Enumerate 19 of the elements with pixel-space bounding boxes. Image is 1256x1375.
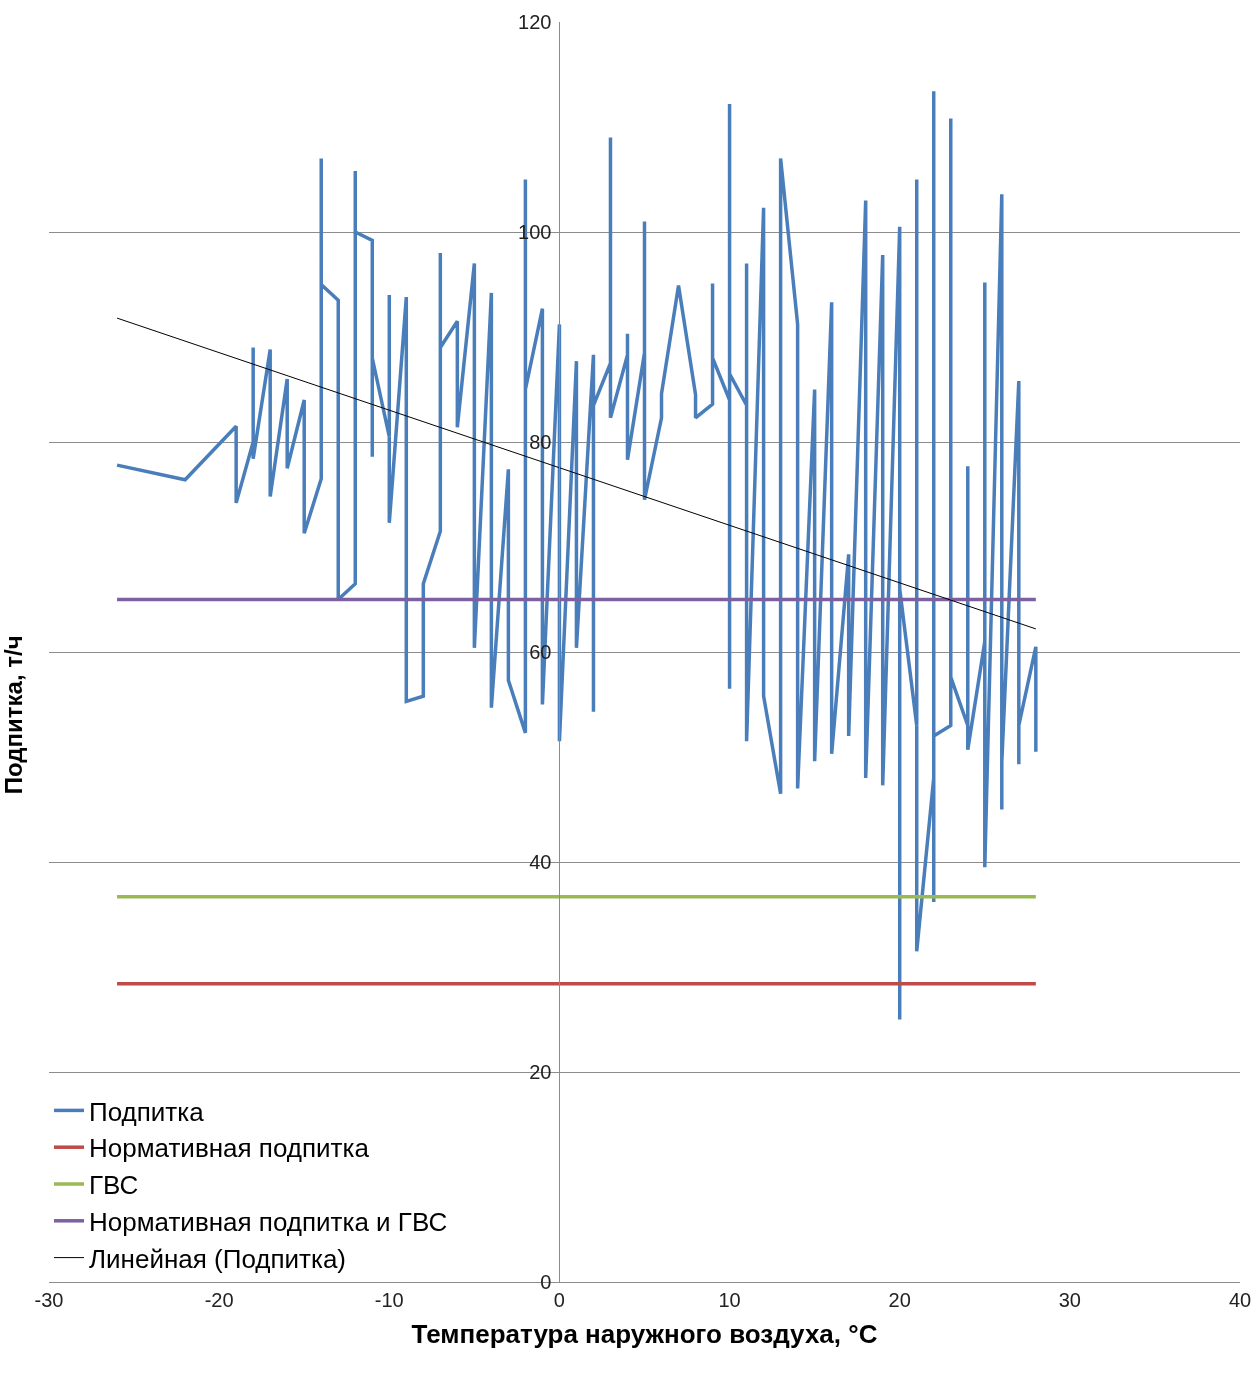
- y-axis-title: Подпитка, т/ч: [0, 635, 28, 795]
- x-tick-label: -30: [34, 1289, 64, 1311]
- line-series: [115, 89, 1038, 1022]
- legend-label: ГВС: [89, 1170, 139, 1201]
- legend-label: Подпитка: [89, 1096, 205, 1127]
- x-tick-label: 10: [718, 1289, 741, 1311]
- x-tick-label: -10: [374, 1289, 404, 1311]
- legend-label: Линейная (Подпитка): [89, 1243, 347, 1274]
- x-tick-label: 20: [888, 1289, 911, 1311]
- x-tick-label: -20: [204, 1289, 234, 1311]
- x-tick-label: 40: [1228, 1289, 1252, 1311]
- y-tick-label: 20: [529, 1061, 552, 1083]
- x-axis-title: Температура наружного воздуха, °С: [411, 1318, 878, 1349]
- legend-label: Нормативная подпитка и ГВС: [89, 1206, 448, 1237]
- x-tick-label: 30: [1058, 1289, 1081, 1311]
- legend-label: Нормативная подпитка: [89, 1133, 370, 1164]
- y-tick-label: 120: [518, 11, 552, 33]
- y-tick-label: 40: [529, 851, 552, 873]
- y-tick-label: 0: [540, 1271, 552, 1293]
